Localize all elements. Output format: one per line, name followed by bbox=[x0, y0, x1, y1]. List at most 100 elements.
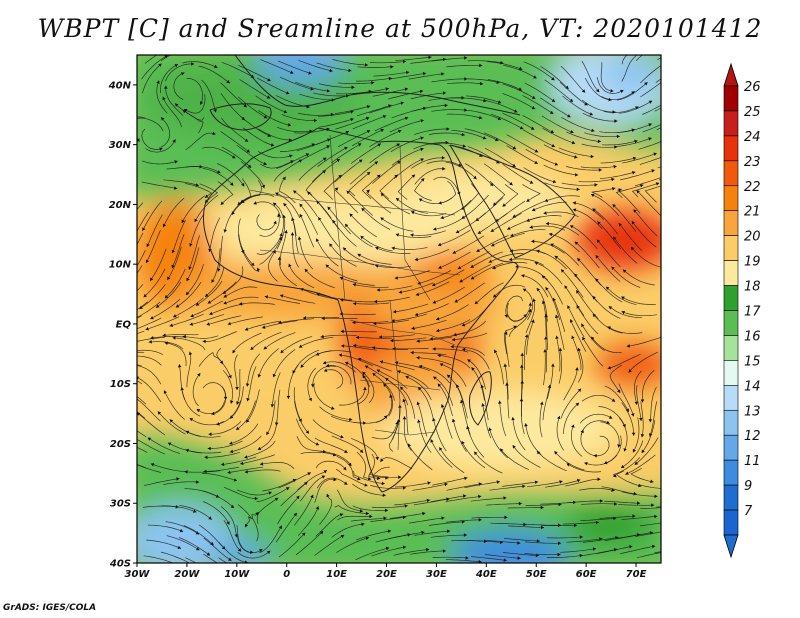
streamline-arrow bbox=[436, 317, 440, 321]
streamline-arrow bbox=[278, 236, 283, 241]
streamline bbox=[525, 298, 535, 334]
streamline bbox=[337, 130, 371, 148]
streamline bbox=[601, 486, 637, 495]
streamline-arrow bbox=[540, 505, 544, 510]
streamline bbox=[300, 451, 337, 456]
streamline bbox=[506, 145, 538, 165]
streamline bbox=[545, 336, 547, 373]
streamline-arrow bbox=[446, 497, 450, 502]
streamline bbox=[467, 540, 504, 543]
field-sudan-warm bbox=[410, 250, 490, 290]
streamline bbox=[227, 316, 263, 325]
streamline bbox=[217, 235, 224, 272]
streamline-arrow bbox=[613, 164, 617, 169]
streamline bbox=[592, 313, 623, 334]
streamline-arrow bbox=[171, 264, 175, 269]
streamline bbox=[607, 353, 641, 369]
streamline bbox=[239, 79, 271, 99]
streamline bbox=[601, 140, 638, 146]
streamline-arrow bbox=[400, 101, 404, 105]
streamline bbox=[395, 197, 428, 214]
streamline-arrow bbox=[339, 276, 344, 280]
streamline bbox=[617, 532, 654, 540]
streamline bbox=[379, 457, 413, 470]
streamline bbox=[612, 236, 638, 264]
border-line bbox=[249, 189, 456, 216]
streamline-arrow bbox=[402, 416, 407, 420]
streamline-arrow bbox=[636, 190, 640, 194]
streamline bbox=[137, 365, 162, 385]
streamline-arrow bbox=[186, 277, 190, 282]
streamline-arrow bbox=[540, 401, 544, 405]
streamline bbox=[484, 554, 521, 559]
streamline-arrow bbox=[531, 95, 536, 99]
streamline-arrow bbox=[179, 528, 184, 533]
streamline-arrow bbox=[303, 316, 307, 320]
streamline-arrow bbox=[545, 221, 549, 226]
streamline bbox=[255, 95, 288, 114]
streamline-arrow bbox=[654, 514, 658, 519]
streamline bbox=[369, 129, 402, 148]
streamline-arrow bbox=[607, 326, 612, 330]
streamline bbox=[294, 494, 314, 526]
streamline bbox=[526, 319, 535, 355]
field-nw-cold bbox=[255, 55, 345, 85]
streamline-arrow bbox=[326, 493, 330, 498]
streamline-arrow bbox=[551, 363, 555, 367]
streamline-arrow bbox=[181, 219, 185, 223]
streamline bbox=[236, 489, 272, 496]
streamline-arrow bbox=[555, 335, 559, 339]
streamline-arrow bbox=[367, 476, 372, 481]
streamline bbox=[578, 178, 615, 183]
streamline bbox=[338, 354, 374, 367]
streamline bbox=[202, 167, 234, 186]
streamline-arrow bbox=[113, 454, 117, 457]
streamline-arrow bbox=[420, 158, 424, 162]
streamline-arrow bbox=[673, 505, 676, 509]
streamline-arrow bbox=[212, 131, 216, 136]
streamline-arrow bbox=[206, 552, 211, 556]
streamline-arrow bbox=[477, 230, 482, 234]
streamline bbox=[636, 189, 661, 217]
streamline bbox=[657, 57, 661, 60]
streamline-arrow bbox=[451, 418, 456, 423]
streamline bbox=[146, 214, 163, 248]
streamline bbox=[487, 79, 523, 91]
streamline bbox=[558, 347, 563, 384]
streamline-arrow bbox=[133, 363, 136, 367]
streamline-arrow bbox=[244, 560, 248, 563]
lon-tick-label: 40E bbox=[475, 569, 497, 580]
streamline bbox=[617, 123, 652, 134]
streamline bbox=[399, 386, 416, 419]
streamline bbox=[524, 334, 528, 371]
streamline-arrow bbox=[496, 480, 500, 484]
streamline-arrow bbox=[545, 287, 549, 291]
streamline bbox=[640, 401, 644, 438]
streamline bbox=[162, 96, 182, 128]
streamline-arrow bbox=[433, 376, 437, 380]
streamline bbox=[640, 507, 661, 509]
streamline bbox=[137, 398, 161, 422]
streamline-arrow bbox=[286, 395, 291, 399]
streamline-arrow bbox=[196, 480, 200, 484]
streamline-arrow bbox=[394, 174, 398, 178]
streamline-arrow bbox=[173, 45, 176, 48]
streamline bbox=[344, 361, 370, 388]
streamline bbox=[620, 440, 644, 469]
streamline-arrow bbox=[632, 514, 636, 518]
streamline bbox=[596, 239, 621, 268]
streamline bbox=[454, 282, 485, 303]
streamline-arrow bbox=[357, 477, 361, 481]
streamline bbox=[172, 297, 204, 318]
streamline bbox=[503, 325, 517, 355]
streamline bbox=[567, 305, 585, 338]
streamline bbox=[621, 515, 658, 520]
streamline bbox=[238, 64, 271, 82]
streamline bbox=[293, 387, 302, 423]
streamline-arrow bbox=[432, 347, 436, 351]
streamline-arrow bbox=[529, 225, 533, 229]
streamline bbox=[296, 418, 320, 446]
streamline-arrow bbox=[478, 559, 482, 563]
streamline bbox=[196, 400, 226, 415]
